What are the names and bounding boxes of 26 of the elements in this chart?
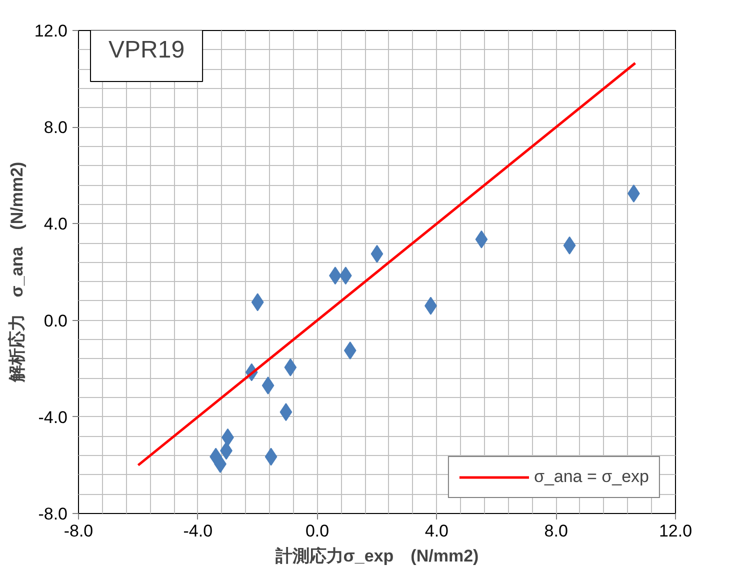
point	[262, 376, 274, 395]
y-tick-label: 8.0	[44, 118, 68, 138]
y-tick-label: 4.0	[44, 214, 68, 234]
chart-title: VPR19	[108, 36, 185, 64]
point	[284, 358, 297, 376]
y-tick-label: 0.0	[44, 311, 68, 330]
y-tick-label: -8.0	[38, 504, 68, 524]
y-axis-title: 解析応力 σ_ana (N/mm2)	[8, 162, 26, 384]
point	[339, 266, 352, 285]
point	[370, 244, 384, 263]
x-tick-label: -4.0	[183, 522, 213, 540]
legend-label: σ_ana = σ_exp	[534, 467, 649, 487]
y-tick-label: 12.0	[34, 22, 68, 40]
x-tick-label: 0.0	[305, 522, 330, 540]
point	[264, 448, 278, 466]
point	[563, 236, 576, 254]
point	[251, 293, 264, 312]
x-tick-label: 4.0	[424, 522, 449, 540]
point	[344, 341, 356, 360]
point	[280, 403, 292, 422]
x-axis-title: 計測応力σ_exp (N/mm2)	[274, 546, 479, 566]
y-tick-label: -4.0	[38, 408, 68, 427]
x-tick-label: -8.0	[64, 522, 94, 540]
point	[475, 230, 488, 248]
x-tick-label: 8.0	[544, 522, 568, 540]
x-tick-label: 12.0	[658, 522, 692, 540]
